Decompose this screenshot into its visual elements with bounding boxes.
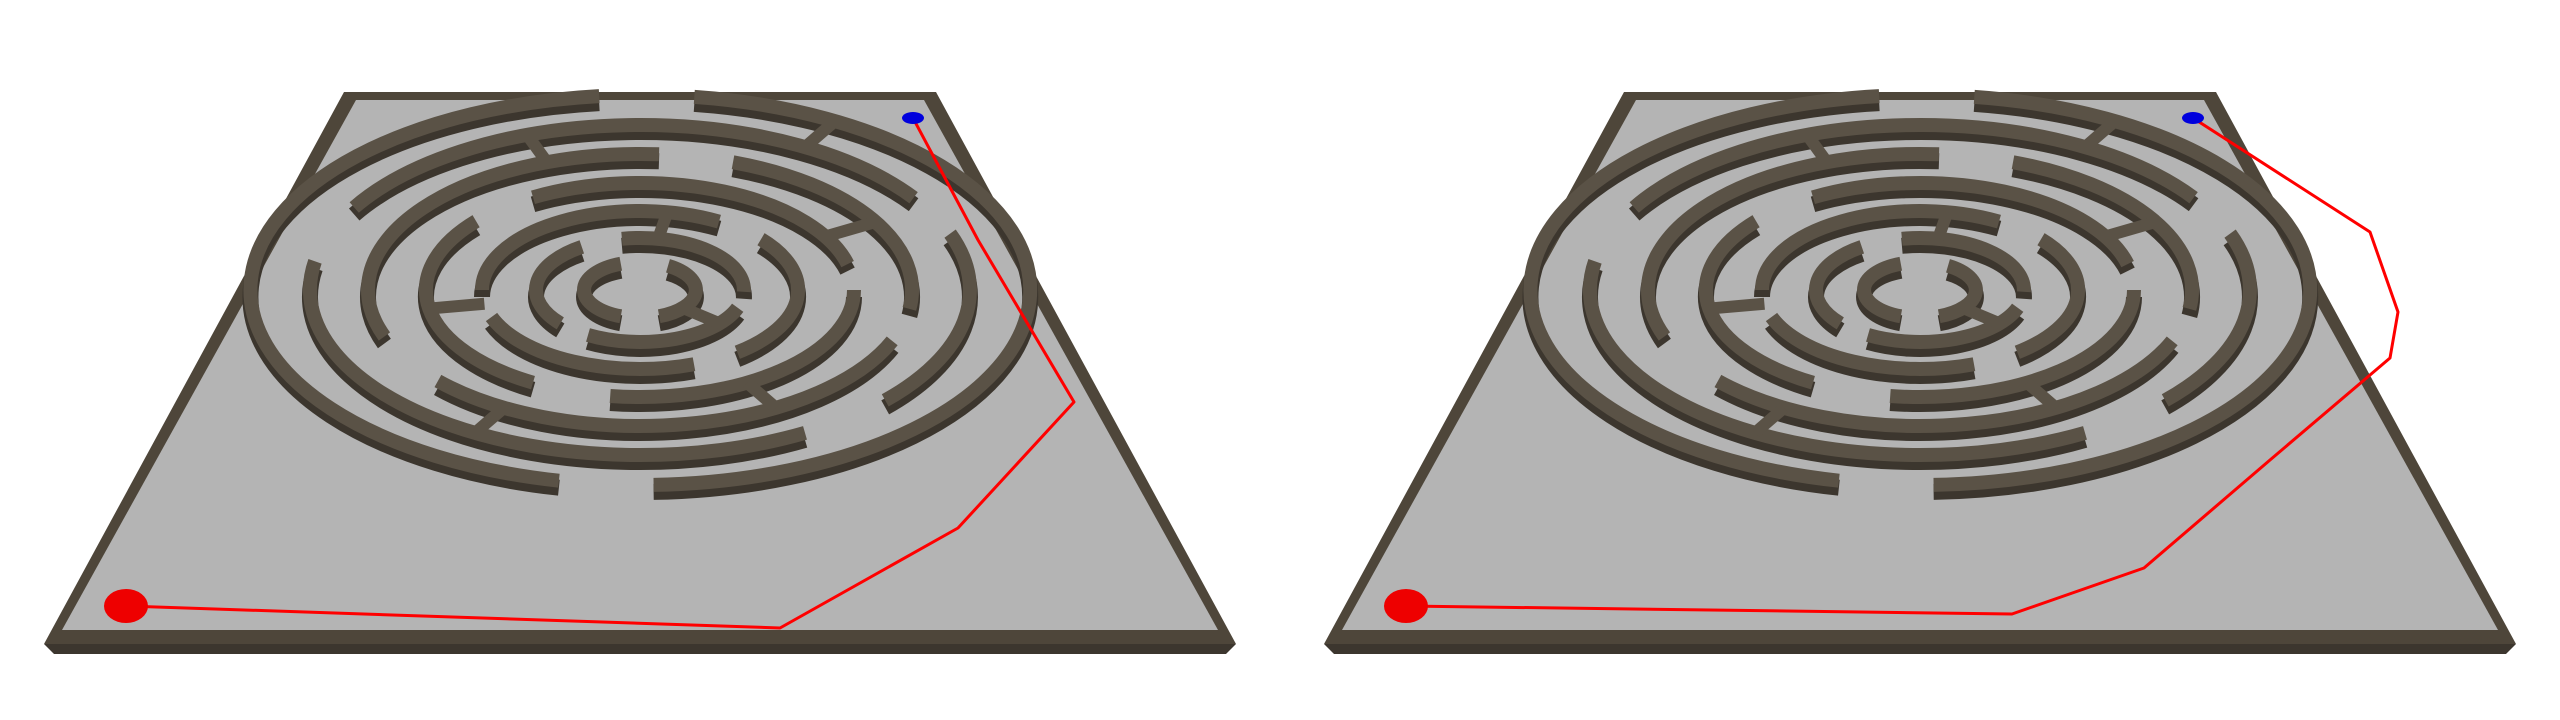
maze-wall-ring-7 <box>1857 256 1903 324</box>
maze-wall-radial <box>2103 216 2158 243</box>
maze-wall-radial <box>652 210 674 241</box>
maze-view-left <box>44 89 1236 654</box>
maze-wall-ring-1 <box>243 89 600 488</box>
maze-wall-ring-5 <box>2014 233 2086 359</box>
maze-wall-radial <box>522 131 552 166</box>
maze-border-edge <box>1324 644 2516 654</box>
maze-wall-ring-7 <box>1937 259 1983 324</box>
maze-wall-radial <box>801 116 839 152</box>
maze-wall-ring-2 <box>881 229 977 407</box>
maze-wall-ring-1 <box>1933 89 2318 492</box>
maze-panel-left <box>44 89 1236 654</box>
maze-wall-radial <box>1708 297 1765 315</box>
goal-point-icon <box>902 112 924 124</box>
maze-wall-ring-2 <box>1629 117 2198 213</box>
maze-wall-ring-1 <box>1523 89 1880 488</box>
maze-wall-radial <box>1932 210 1954 241</box>
maze-wall-radial <box>743 378 780 413</box>
maze-wall-radial <box>1751 403 1788 438</box>
maze-wall-ring-5 <box>734 233 806 359</box>
maze-wall-radial <box>823 216 878 243</box>
goal-point-icon <box>2182 112 2204 124</box>
maze-wall-ring-6 <box>621 231 751 293</box>
maze-wall-ring-5 <box>475 204 721 291</box>
maze-wall-ring-7 <box>657 259 703 324</box>
maze-wall-ring-2 <box>302 258 807 462</box>
maze-panel-right <box>1280 0 2560 720</box>
maze-wall-radial <box>471 403 508 438</box>
solution-path <box>1405 116 2400 616</box>
maze-wall-ring-4 <box>1889 289 2141 405</box>
maze-wall-ring-5 <box>485 312 696 376</box>
maze-wall-ring-7 <box>577 256 623 324</box>
maze-wall-ring-2 <box>349 117 918 213</box>
maze-wall-ring-6 <box>1901 231 2031 293</box>
start-point-icon <box>1384 589 1428 623</box>
maze-wall-radial <box>1960 302 2002 329</box>
maze-wall-ring-3 <box>360 146 660 341</box>
maze-border-edge <box>44 644 1236 654</box>
maze-wall-ring-1 <box>653 89 1038 492</box>
solution-path <box>125 117 1076 630</box>
maze-wall-radial <box>1802 131 1832 166</box>
maze-wall-ring-2 <box>2161 229 2257 407</box>
maze-wall-ring-6 <box>1866 303 2024 349</box>
maze-wall-radial <box>680 302 722 329</box>
maze-wall-ring-5 <box>1755 204 2001 291</box>
start-point-icon <box>104 589 148 623</box>
maze-wall-radial <box>2081 116 2119 152</box>
maze-wall-ring-4 <box>609 289 861 405</box>
maze-wall-ring-2 <box>1582 258 2087 462</box>
maze-view-right <box>1324 89 2516 654</box>
maze-wall-ring-3 <box>1640 146 1940 341</box>
maze-wall-ring-6 <box>529 240 585 330</box>
maze-wall-radial <box>428 297 485 315</box>
maze-wall-ring-6 <box>1809 240 1865 330</box>
maze-wall-radial <box>2023 378 2060 413</box>
maze-wall-ring-5 <box>1765 312 1976 376</box>
maze-wall-ring-6 <box>586 303 744 349</box>
